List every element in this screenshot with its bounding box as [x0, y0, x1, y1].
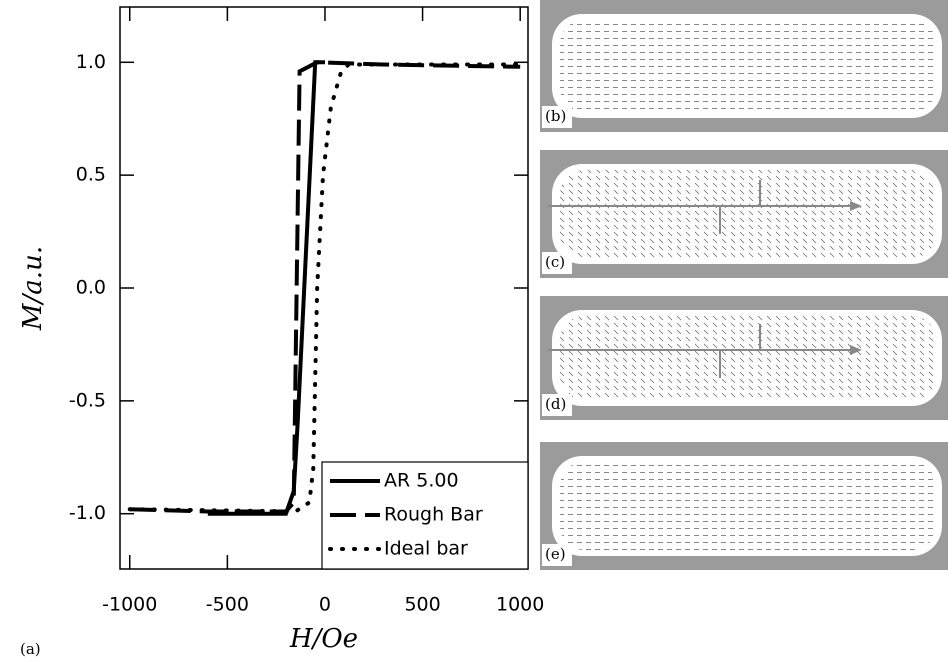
y-tick-label: -1.0	[69, 502, 106, 524]
y-tick-label: -0.5	[69, 389, 106, 411]
y-tick-label: 0.5	[76, 164, 106, 186]
magnetization-field	[560, 170, 936, 258]
x-tick-label: 1000	[496, 594, 544, 616]
series-line	[208, 62, 325, 513]
micromagnetic-panels: (b) (c) (d) (e)	[540, 0, 948, 570]
legend-label: Rough Bar	[384, 504, 483, 526]
series-line	[130, 62, 520, 511]
magnetization-field	[560, 462, 936, 550]
panel-label: (b)	[545, 107, 566, 125]
y-tick-label: 1.0	[76, 51, 106, 73]
panel-label: (e)	[545, 545, 566, 563]
series-line	[130, 65, 520, 512]
y-axis-label: M/a.u.	[18, 246, 48, 331]
legend-label: AR 5.00	[384, 470, 459, 492]
y-tick-label: 0.0	[76, 277, 106, 299]
x-tick-label: -1000	[102, 594, 157, 616]
x-tick-label: 0	[319, 594, 331, 616]
figure: (b) (c) (d) (e) (a) H/Oe M/a.u. -1000 -500 0 5…	[0, 0, 948, 662]
x-tick-label: -500	[206, 594, 249, 616]
legend-label: Ideal bar	[384, 538, 468, 560]
x-axis-label: H/Oe	[289, 624, 358, 654]
panel-label: (c)	[545, 253, 565, 271]
x-tick-label: 500	[404, 594, 440, 616]
panel-label: (a)	[20, 640, 41, 658]
magnetization-field	[560, 20, 936, 112]
panel-label: (d)	[545, 395, 566, 413]
page: (b) (c) (d) (e) (a) H/Oe M/a.u. -1000 -500 0 5…	[0, 0, 948, 662]
magnetization-field	[560, 316, 936, 400]
